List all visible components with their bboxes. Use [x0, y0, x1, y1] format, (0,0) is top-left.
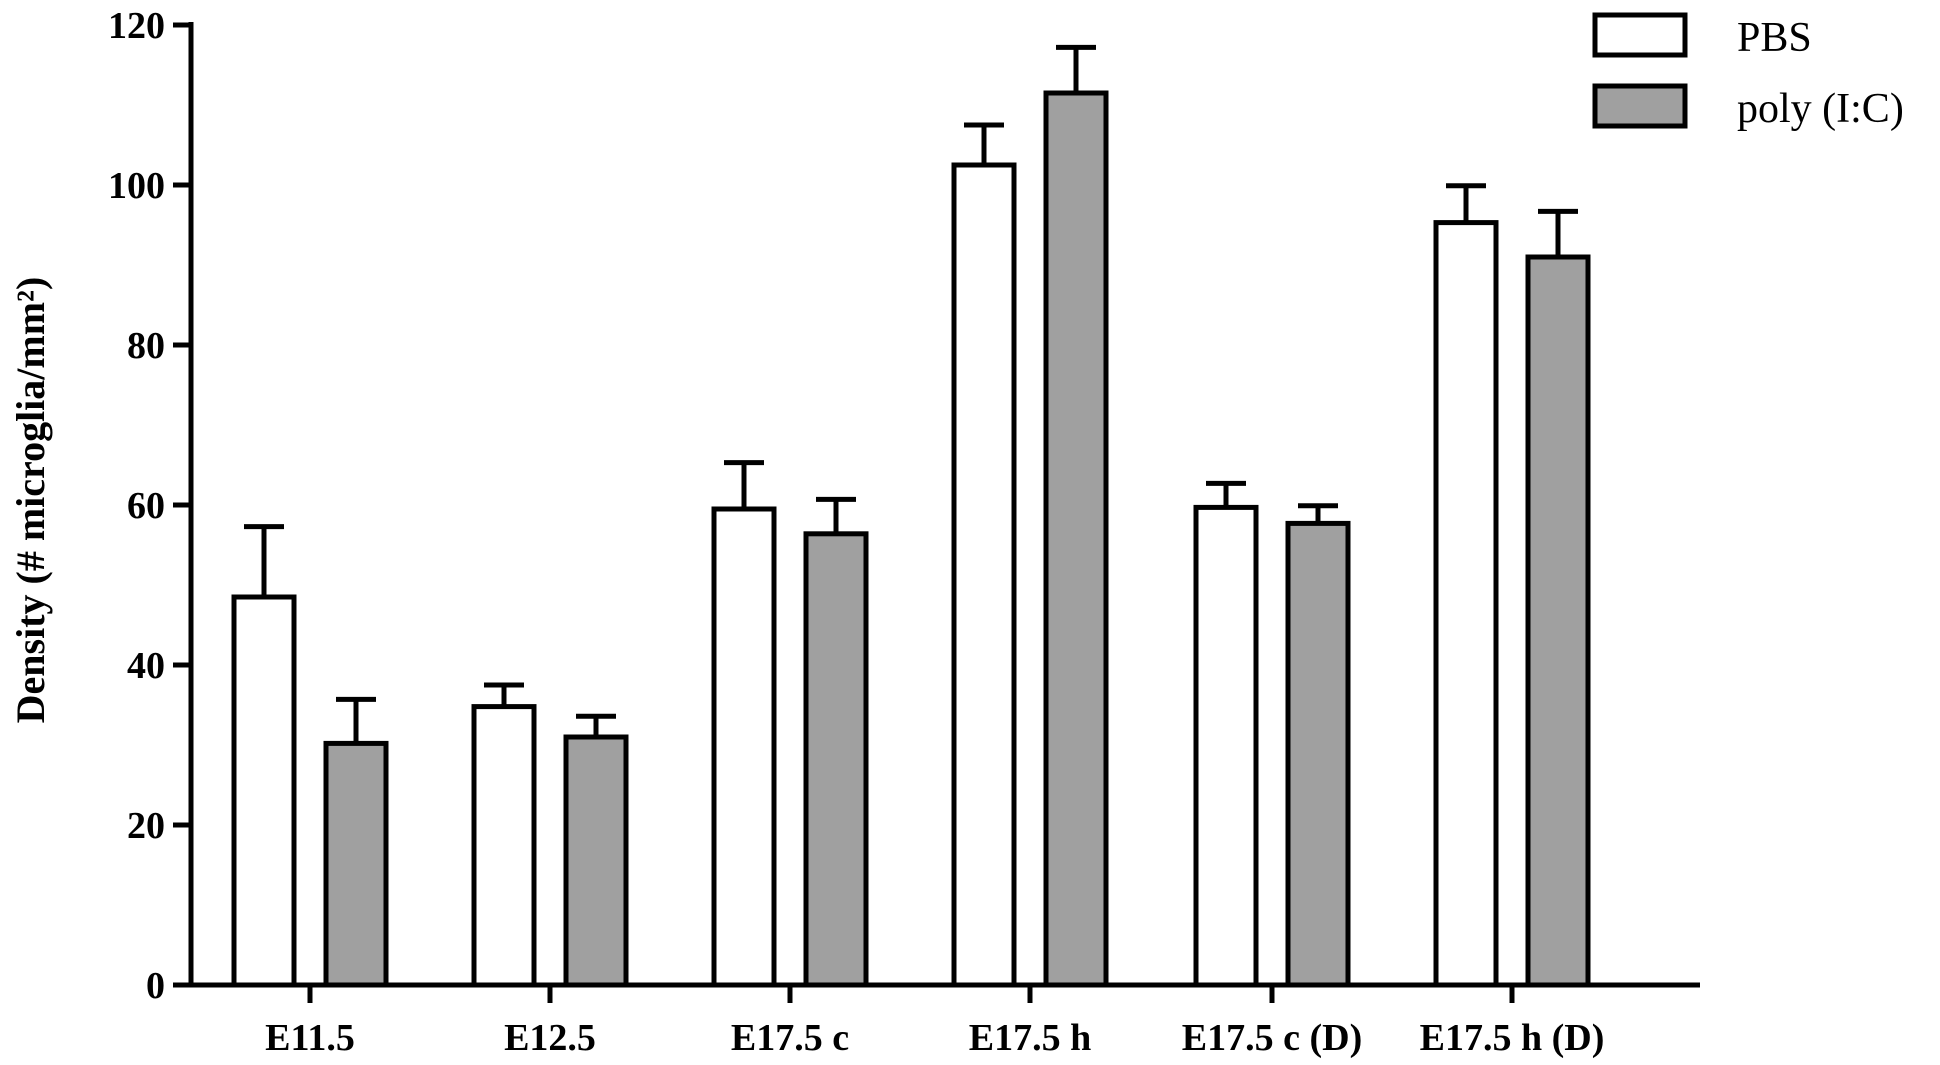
- x-tick-label: E12.5: [504, 1017, 596, 1059]
- bar-polyic: [1525, 254, 1591, 988]
- x-tick-label: E17.5 h: [969, 1017, 1091, 1059]
- x-tick-label: E17.5 h (D): [1420, 1017, 1605, 1059]
- x-tick-label: E11.5: [265, 1017, 355, 1059]
- legend-label: PBS: [1737, 15, 1812, 61]
- bar-polyic: [803, 531, 869, 988]
- bar-pbs: [951, 162, 1017, 988]
- bar-polyic: [1285, 520, 1351, 988]
- bar-pbs: [471, 704, 537, 988]
- legend-label: poly (I:C): [1737, 86, 1904, 132]
- y-tick-label: 60: [127, 485, 165, 527]
- bars: [231, 44, 1591, 988]
- x-tick-label: E17.5 c: [731, 1017, 849, 1059]
- y-tick-label: 40: [127, 645, 165, 687]
- bar-pbs: [711, 506, 777, 988]
- y-tick-label: 80: [127, 325, 165, 367]
- y-tick-label: 120: [108, 5, 165, 47]
- labels: 0 20 40 60 80 100 120 E11.5 E12.5 E17.5 c E17.5 h E…: [8, 5, 1604, 1059]
- y-axis-title: Density (# microglia/mm²): [8, 277, 53, 724]
- bar-polyic: [323, 740, 389, 988]
- legend-swatch: [1592, 12, 1688, 58]
- y-tick-label: 0: [146, 965, 165, 1007]
- bar-pbs: [1433, 220, 1499, 988]
- bar-pbs: [231, 594, 297, 988]
- x-tick-label: E17.5 c (D): [1182, 1017, 1362, 1059]
- bar-polyic: [563, 734, 629, 988]
- legend-swatch: [1592, 83, 1688, 129]
- bar-polyic: [1043, 90, 1109, 988]
- legend: PBS poly (I:C): [1592, 12, 1904, 132]
- y-tick-label: 100: [108, 165, 165, 207]
- bar-pbs: [1193, 504, 1259, 988]
- y-tick-label: 20: [127, 805, 165, 847]
